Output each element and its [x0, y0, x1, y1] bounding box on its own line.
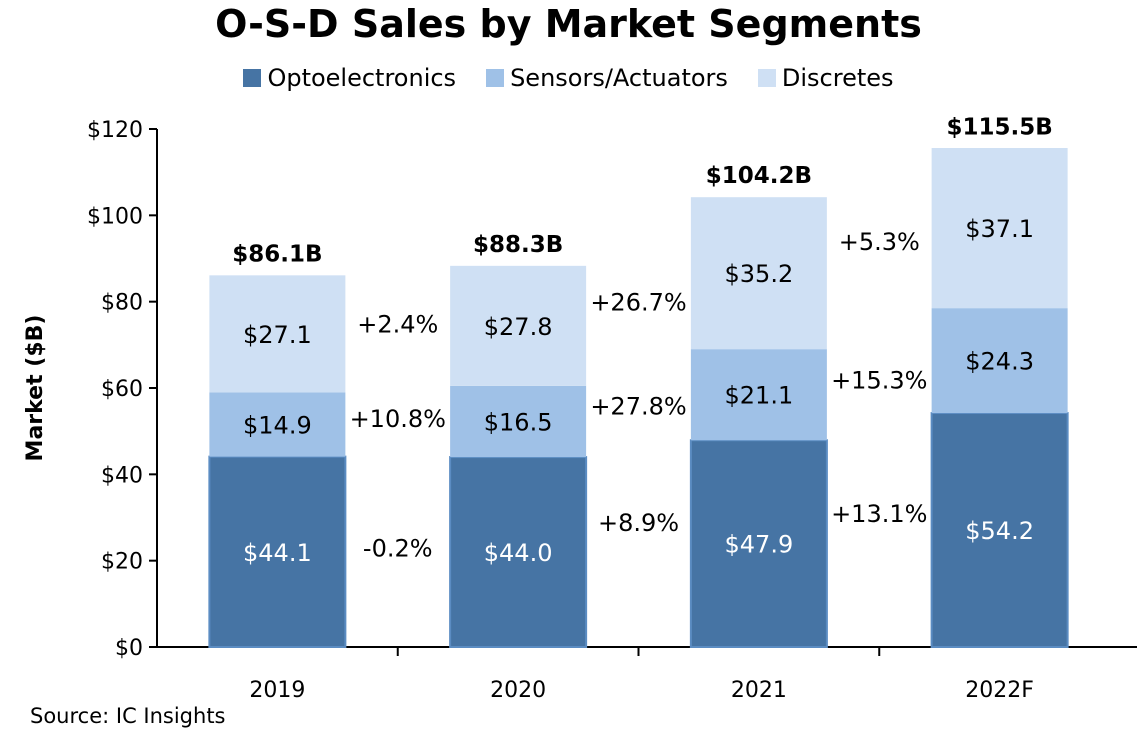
legend-label-sensors-actuators: Sensors/Actuators: [510, 64, 728, 92]
x-tick-label: 2019: [249, 678, 305, 703]
x-tick-label: 2020: [490, 678, 546, 703]
bar-total-label: $88.3B: [473, 232, 563, 258]
bar-value-label: $47.9: [725, 531, 794, 559]
legend-swatch-optoelectronics: [243, 69, 262, 87]
chart-title: O-S-D Sales by Market Segments: [215, 2, 922, 46]
growth-annotation: +8.9%: [598, 509, 679, 537]
y-tick-label: $120: [87, 118, 143, 143]
growth-annotation: +15.3%: [831, 366, 927, 394]
x-tick-label: 2022F: [965, 678, 1034, 703]
bar-segment-discretes: [690, 197, 827, 350]
bar-total-label: $115.5B: [946, 114, 1052, 140]
bar-value-label: $16.5: [484, 408, 553, 436]
bar-total-label: $86.1B: [232, 241, 322, 267]
growth-annotation: +26.7%: [590, 289, 686, 317]
y-axis-title: Market ($B): [23, 315, 48, 462]
growth-annotation: -0.2%: [363, 535, 433, 563]
bar-segment-sensors-actuators: [690, 349, 827, 441]
bar-segment-sensors-actuators: [209, 392, 346, 457]
legend-swatch-sensors-actuators: [486, 69, 505, 87]
bar-value-label: $24.3: [965, 348, 1034, 376]
bar-segment-sensors-actuators: [450, 385, 587, 458]
y-tick-label: $40: [101, 463, 143, 488]
bar-segment-discretes: [931, 147, 1068, 309]
bar-segment-optoelectronics: [930, 412, 1069, 648]
bar-value-label: $37.1: [965, 215, 1034, 243]
y-tick-label: $100: [87, 204, 143, 229]
legend-item-discretes: Discretes: [757, 64, 894, 92]
legend-label-discretes: Discretes: [781, 64, 894, 92]
bar-value-label: $54.2: [965, 517, 1034, 545]
bar-value-label: $27.1: [243, 321, 312, 349]
bar-value-label: $27.8: [484, 313, 553, 341]
x-tick-label: 2021: [731, 678, 787, 703]
bar-value-label: $44.0: [484, 539, 553, 567]
bar-segment-sensors-actuators: [931, 308, 1068, 414]
y-tick-label: $80: [101, 291, 143, 316]
legend-item-sensors-actuators: Sensors/Actuators: [486, 64, 728, 92]
source-note: Source: IC Insights: [30, 704, 226, 728]
y-tick-label: $60: [101, 377, 143, 402]
legend-label-optoelectronics: Optoelectronics: [267, 64, 457, 92]
bar-segment-optoelectronics: [208, 455, 347, 649]
bar-value-label: $21.1: [725, 382, 794, 410]
bar-value-label: $44.1: [243, 539, 312, 567]
growth-annotation: +10.8%: [350, 405, 446, 433]
growth-annotation: +13.1%: [831, 500, 927, 528]
legend-swatch-discretes: [757, 69, 776, 87]
bar-segment-discretes: [209, 275, 346, 393]
bar-value-label: $35.2: [725, 260, 794, 288]
y-tick-label: $0: [115, 636, 143, 661]
bar-segment-optoelectronics: [449, 456, 588, 649]
growth-annotation: +2.4%: [357, 310, 438, 338]
legend-item-optoelectronics: Optoelectronics: [243, 64, 456, 92]
bar-segment-optoelectronics: [689, 439, 828, 648]
y-tick-label: $20: [101, 550, 143, 575]
bar-segment-discretes: [450, 265, 587, 386]
bar-total-label: $104.2B: [706, 163, 812, 189]
legend: Optoelectronics Sensors/Actuators Discre…: [0, 64, 1137, 92]
growth-annotation: +5.3%: [839, 228, 920, 256]
bar-value-label: $14.9: [243, 411, 312, 439]
growth-annotation: +27.8%: [590, 392, 686, 420]
